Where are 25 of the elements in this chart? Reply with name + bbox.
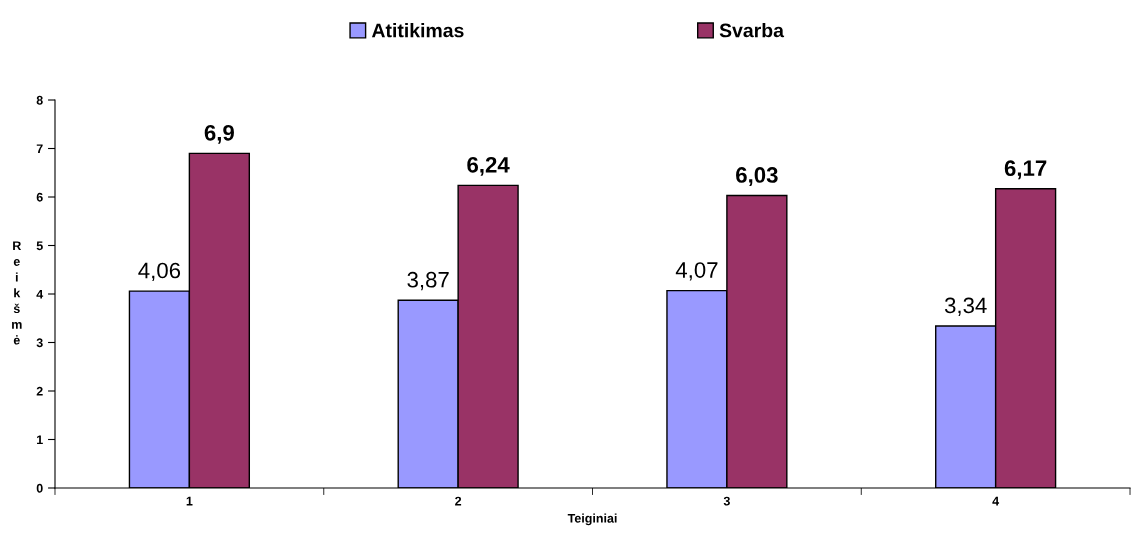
data-label: 6,24 (467, 156, 510, 176)
y-tick-label: 5 (36, 241, 43, 251)
x-tick-label: 1 (186, 496, 193, 506)
x-axis-title: Teiginiai (567, 513, 617, 526)
y-tick-label: 3 (36, 338, 43, 348)
y-tick-label: 2 (36, 386, 43, 396)
y-tick-label: 0 (36, 483, 43, 493)
data-label: 4,07 (675, 262, 718, 281)
x-tick-label: 3 (723, 496, 730, 506)
x-tick-label: 4 (992, 496, 1000, 506)
data-label: 6,17 (1004, 160, 1047, 180)
data-label: 3,34 (944, 297, 987, 316)
legend-label: Svarba (719, 23, 785, 38)
data-label: 6,9 (204, 124, 234, 144)
y-tick-label: 4 (36, 289, 44, 299)
legend-label: Atitikimas (371, 23, 464, 38)
y-tick-label: 1 (37, 435, 43, 445)
y-tick-label: 7 (36, 144, 43, 154)
data-label: 6,03 (736, 167, 778, 187)
y-axis-title: Reikšmė (12, 241, 22, 345)
data-label: 4,06 (138, 262, 181, 281)
y-tick-label: 6 (36, 192, 43, 202)
x-tick-label: 2 (455, 496, 462, 506)
data-label: 3,87 (407, 271, 449, 291)
y-tick-label: 8 (36, 95, 43, 105)
